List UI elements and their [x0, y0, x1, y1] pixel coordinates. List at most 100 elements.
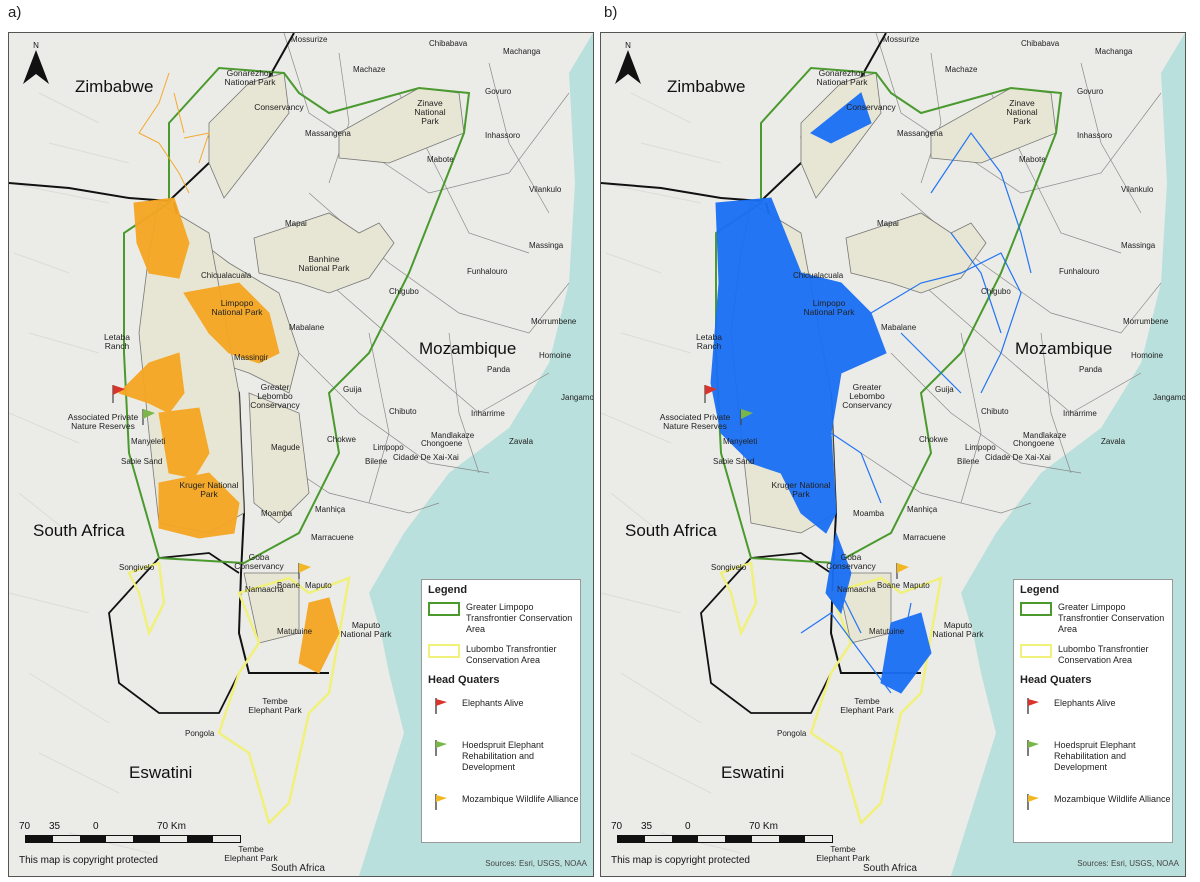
north-arrow-b: N — [613, 41, 643, 89]
place-boane-b: Boane — [877, 581, 901, 590]
place-manhica: Manhiça — [315, 505, 346, 514]
place-mabote-b: Mabote — [1019, 155, 1046, 164]
park-tembe-bottom: Tembe Elephant Park — [224, 844, 278, 863]
flag-green-icon — [1027, 740, 1039, 756]
place-marracuene-b: Marracuene — [903, 533, 946, 542]
legend-hq2-b: Hoedspruit Elephant Rehabilitation and D… — [1054, 740, 1136, 772]
scale-tick-1: 35 — [49, 821, 61, 832]
place-chibuto-b: Chibuto — [981, 407, 1009, 416]
place-songivelo-b: Songivelo — [711, 563, 747, 572]
place-bilene: Bilene — [365, 457, 388, 466]
legend-title-b: Legend — [1020, 584, 1060, 596]
copyright-note-b: This map is copyright protected — [611, 855, 750, 866]
park-goba-b: Goba Conservancy — [826, 552, 876, 571]
north-arrow-icon — [23, 50, 49, 84]
park-zinave: Zinave National Park — [414, 98, 446, 126]
place-xai-xai-b: Cidade De Xai-Xai — [985, 453, 1051, 462]
place-machanga: Machanga — [503, 47, 541, 56]
legend-hq3-b: Mozambique Wildlife Alliance — [1054, 794, 1171, 804]
label-south-africa: South Africa — [33, 521, 125, 540]
label-south-africa-b: South Africa — [625, 521, 717, 540]
place-manhica-b: Manhiça — [907, 505, 938, 514]
place-mabalane: Mabalane — [289, 323, 325, 332]
scale-tick-3: 70 Km — [157, 821, 186, 832]
place-massingir: Massingir — [234, 353, 269, 362]
legend-title: Legend — [428, 584, 468, 596]
legend-ltfca: Lubombo Transfrontier Conservation Area — [466, 644, 557, 665]
scale-tick-2: 0 — [93, 821, 99, 832]
place-inhassoro-b: Inhassoro — [1077, 131, 1113, 140]
park-letaba-b: Letaba Ranch — [696, 332, 722, 351]
north-arrow: N — [21, 41, 51, 89]
map-panel-a[interactable]: N Zimbabwe Mozambique South Africa Eswat… — [8, 32, 594, 877]
place-chibabava-b: Chibabava — [1021, 39, 1060, 48]
place-magude: Magude — [271, 443, 300, 452]
scale-bar-b: 70 35 0 70 Km — [611, 821, 871, 843]
map-legend-b: Legend Greater Limpopo Transfrontier Con… — [1013, 579, 1173, 843]
map-panel-b[interactable]: N Zimbabwe Mozambique South Africa Eswat… — [600, 32, 1186, 877]
label-eswatini: Eswatini — [129, 763, 193, 782]
flag-red-icon — [435, 698, 447, 714]
park-tembe: Tembe Elephant Park — [248, 696, 302, 715]
flag-yellow-icon — [1027, 794, 1039, 810]
place-massangena: Massangena — [305, 129, 351, 138]
place-govuro-b: Govuro — [1077, 87, 1104, 96]
legend-ltfca-b: Lubombo Transfrontier Conservation Area — [1058, 644, 1149, 665]
place-xai-xai: Cidade De Xai-Xai — [393, 453, 459, 462]
sources-note-b: Sources: Esri, USGS, NOAA — [1077, 859, 1179, 868]
place-funhalouro: Funhalouro — [467, 267, 508, 276]
place-massinga: Massinga — [529, 241, 564, 250]
copyright-note: This map is copyright protected — [19, 855, 158, 866]
place-sabie-sand-b: Sabie Sand — [713, 457, 755, 466]
label-south-africa-bottom-b: South Africa — [863, 863, 917, 874]
map-base-a — [9, 33, 593, 876]
place-mandlakaze: Mandlakaze — [431, 431, 475, 440]
label-zimbabwe: Zimbabwe — [75, 77, 154, 96]
place-namaacha-b: Namaacha — [837, 585, 876, 594]
place-chigubo: Chigubo — [389, 287, 419, 296]
place-guija-b: Guija — [935, 385, 954, 394]
legend-hq-title: Head Quaters — [428, 674, 500, 686]
park-goba: Goba Conservancy — [234, 552, 284, 571]
gonarezhou-np — [208, 72, 290, 199]
place-namaacha: Namaacha — [245, 585, 284, 594]
place-matutuine: Matutuine — [277, 627, 313, 636]
place-manyeleti-b: Manyeleti — [723, 437, 758, 446]
place-machanga-b: Machanga — [1095, 47, 1133, 56]
place-jangamo: Jangamo — [561, 393, 594, 402]
place-limpopo-b: Limpopo — [965, 443, 996, 452]
legend-swatch-gltfca — [428, 602, 460, 616]
park-apnr-b: Associated Private Nature Reserves — [659, 412, 731, 431]
legend-swatch-ltfca — [428, 644, 460, 658]
place-govuro: Govuro — [485, 87, 512, 96]
hq-flag-elephants-alive-a — [113, 385, 125, 395]
place-panda: Panda — [487, 365, 511, 374]
map-legend: Legend Greater Limpopo Transfrontier Con… — [421, 579, 581, 843]
place-homoine: Homoine — [539, 351, 572, 360]
park-gonarezhou-b: Gonarezhou National Park — [816, 68, 868, 87]
place-chibuto: Chibuto — [389, 407, 417, 416]
place-chigubo-b: Chigubo — [981, 287, 1011, 296]
place-mapai-b: Mapai — [877, 219, 899, 228]
legend-gltfca: Greater Limpopo Transfrontier Conservati… — [466, 602, 573, 634]
place-machaze: Machaze — [353, 65, 386, 74]
legend-gltfca-b: Greater Limpopo Transfrontier Conservati… — [1058, 602, 1165, 634]
ltfca-outline — [217, 576, 351, 826]
place-chongoene-b: Chongoene — [1013, 439, 1055, 448]
place-chicualacuala-b: Chicualacuala — [793, 271, 844, 280]
park-greater-lebombo-b: Greater Lebombo Conservancy — [842, 382, 892, 410]
park-maputo-np: Maputo National Park — [340, 620, 392, 639]
park-kruger-b: Kruger National Park — [771, 480, 831, 499]
place-bilene-b: Bilene — [957, 457, 980, 466]
place-guija: Guija — [343, 385, 362, 394]
panel-b-label: b) — [604, 4, 618, 21]
place-limpopo: Limpopo — [373, 443, 404, 452]
park-kruger: Kruger National Park — [179, 480, 239, 499]
place-chokwe: Chokwe — [327, 435, 356, 444]
place-pongola-b: Pongola — [777, 729, 807, 738]
place-marracuene: Marracuene — [311, 533, 354, 542]
flag-red-icon — [1027, 698, 1039, 714]
place-massinga-b: Massinga — [1121, 241, 1156, 250]
tracks-panel-b — [710, 92, 1032, 694]
place-zavala: Zavala — [509, 437, 534, 446]
